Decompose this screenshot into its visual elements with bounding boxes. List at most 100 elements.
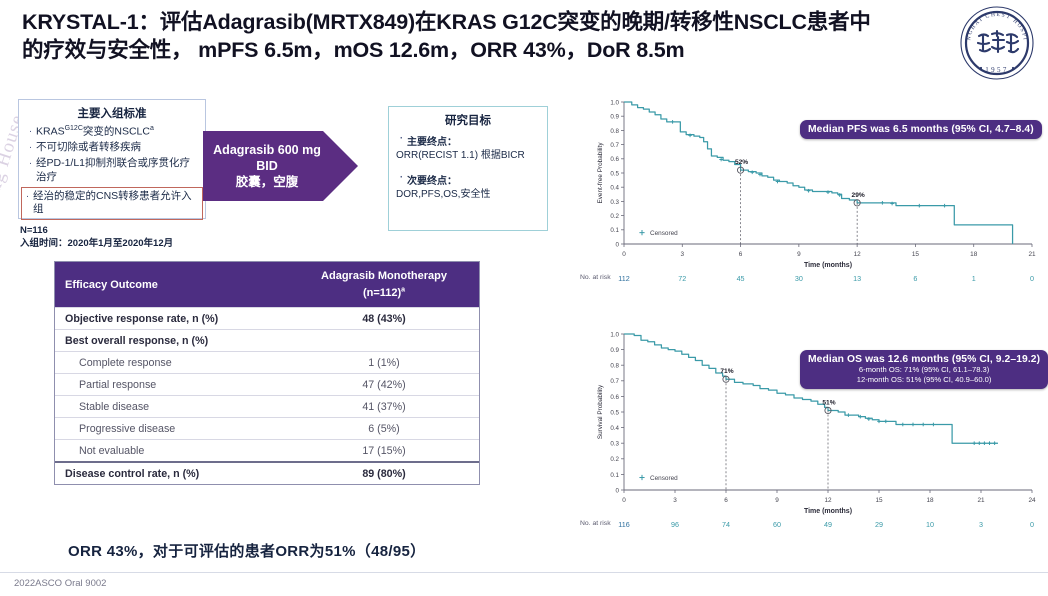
- table-cell-label: Not evaluable: [55, 439, 289, 462]
- table-cell-label: Complete response: [55, 351, 289, 374]
- y-tick-label: 0.1: [610, 472, 619, 479]
- x-tick-label: 21: [977, 497, 985, 504]
- censor-mark: [917, 203, 922, 208]
- efficacy-table: Efficacy Outcome Adagrasib Monotherapy (…: [54, 261, 480, 485]
- primary-endpoint-row: · 主要终点：: [396, 133, 540, 148]
- table-row: Disease control rate, n (%) 89 (80%): [55, 461, 479, 484]
- legend-label: Censored: [650, 475, 678, 482]
- x-tick-label: 21: [1028, 251, 1036, 258]
- x-tick-label: 6: [724, 497, 728, 504]
- table-cell-label: Disease control rate, n (%): [55, 461, 289, 484]
- table-header-monotherapy: Adagrasib Monotherapy (n=112)a: [289, 262, 479, 308]
- objectives-heading: 研究目标: [445, 115, 491, 127]
- treatment-line-1: Adagrasib 600 mg BID: [213, 142, 321, 173]
- table-cell-value: 17 (15%): [289, 439, 479, 462]
- y-axis-label: Survival Probability: [597, 384, 604, 439]
- no-at-risk-value: 112: [618, 274, 630, 283]
- footer-divider: [0, 572, 1048, 573]
- y-tick-label: 0.6: [610, 394, 619, 401]
- criteria-item: · 不可切除或者转移疾病: [25, 141, 199, 154]
- y-tick-label: 0: [616, 487, 620, 494]
- censor-mark: [880, 201, 885, 205]
- y-tick-label: 0.9: [610, 114, 619, 121]
- bullet-icon: ·: [25, 189, 30, 202]
- x-tick-label: 24: [1028, 497, 1036, 504]
- y-tick-label: 0.3: [610, 441, 619, 448]
- no-at-risk-value: 74: [722, 520, 730, 529]
- table-row: Complete response 1 (1%): [55, 351, 479, 374]
- enrollment-period: 入组时间：2020年1月至2020年12月: [20, 238, 174, 250]
- criteria-sup: G12C: [64, 125, 83, 132]
- x-tick-label: 3: [681, 251, 685, 258]
- bullet-icon: ·: [28, 125, 33, 137]
- y-tick-label: 0.4: [610, 425, 619, 432]
- secondary-endpoint-label: 次要终点：: [407, 176, 457, 187]
- censor-mark: [858, 414, 863, 419]
- y-tick-label: 1.0: [610, 331, 619, 338]
- table-row: Stable disease 41 (37%): [55, 395, 479, 418]
- censor-mark: [750, 170, 755, 175]
- annotation-marker: [824, 406, 832, 414]
- page-title: KRYSTAL-1：评估Adagrasib(MRTX849)在KRAS G12C…: [22, 8, 952, 65]
- censor-mark: [911, 422, 915, 427]
- criteria-item-text: 不可切除或者转移疾病: [36, 141, 141, 154]
- callout-line: 6-month OS: 71% (95% CI, 61.1–78.3): [858, 365, 990, 374]
- survival-curve: [624, 101, 1014, 244]
- x-tick-label: 9: [797, 251, 801, 258]
- header-mono-sup: a: [401, 285, 406, 293]
- table-row: Best overall response, n (%): [55, 329, 479, 352]
- annotation-marker: [737, 166, 745, 174]
- censor-mark: [977, 441, 982, 445]
- no-at-risk-value: 29: [875, 520, 883, 529]
- y-tick-label: 0.8: [610, 363, 619, 370]
- criteria-sup-b: a: [149, 125, 154, 132]
- criteria-item: · 经PD-1/L1抑制剂联合或序贯化疗治疗: [25, 157, 199, 184]
- legend-censored-icon: [639, 230, 645, 236]
- os-kaplan-meier-chart: 0 0.1 0.2 0.3 0.4 0.5 0.6 0.7 0.8 0.9 1.0 0 3 6 9 12 15 1…: [578, 322, 1048, 554]
- censor-mark: [846, 413, 851, 417]
- censor-mark: [806, 188, 811, 193]
- no-at-risk-value: 30: [794, 274, 803, 283]
- pfs-chart-svg: 0 0.1 0.2 0.3 0.4 0.5 0.6 0.7 0.8 0.9 1.0 0 3 6 9 12 15 1…: [597, 99, 1036, 269]
- y-tick-label: 0.1: [610, 227, 619, 234]
- callout-line: Median OS was 12.6 months (95% CI, 9.2–1…: [808, 354, 1041, 365]
- censor-mark: [719, 157, 723, 162]
- table-row: Progressive disease 6 (5%): [55, 417, 479, 440]
- table-cell-value: 1 (1%): [289, 351, 479, 374]
- bullet-icon: ·: [28, 157, 33, 170]
- y-tick-label: 1.0: [610, 99, 619, 106]
- enrollment-info: N=116 入组时间：2020年1月至2020年12月: [20, 224, 173, 250]
- x-tick-label: 18: [926, 497, 934, 504]
- svg-text:SHANGHAI CHEST HOSPITAL: SHANGHAI CHEST HOSPITAL: [958, 4, 1028, 42]
- primary-endpoint-label: 主要终点：: [407, 137, 457, 148]
- censor-mark: [982, 441, 987, 445]
- no-at-risk-value: 3: [979, 520, 983, 529]
- y-tick-label: 0.3: [610, 199, 619, 206]
- censor-mark: [972, 441, 976, 445]
- survival-curve: [624, 333, 998, 444]
- criteria-item-text: 经PD-1/L1抑制剂联合或序贯化疗治疗: [36, 157, 191, 183]
- bullet-icon: ·: [399, 133, 404, 144]
- no-at-risk-value: 60: [773, 520, 781, 529]
- no-at-risk-label: No. at risk: [580, 520, 611, 527]
- no-at-risk-value: 0: [1030, 274, 1034, 283]
- svg-text:1957: 1957: [985, 66, 1009, 74]
- x-tick-label: 9: [775, 497, 779, 504]
- no-at-risk-value: 10: [926, 520, 934, 529]
- criteria-item-text: KRASG12C突变的NSCLCa: [36, 125, 199, 139]
- table-cell-label: Stable disease: [55, 395, 289, 418]
- table-cell-value: 89 (80%): [289, 461, 479, 484]
- censor-mark: [877, 419, 881, 424]
- censor-mark: [758, 172, 762, 177]
- table-cell-value: 6 (5%): [289, 417, 479, 440]
- censor-mark: [688, 133, 692, 138]
- table-cell-label: Best overall response, n (%): [55, 329, 289, 352]
- annotation-label: 52%: [735, 159, 748, 166]
- y-tick-label: 0.5: [610, 409, 619, 416]
- annotation-marker: [722, 375, 730, 383]
- censor-mark: [992, 441, 997, 445]
- legend-censored-icon: [639, 474, 645, 481]
- criteria-list: · KRASG12C突变的NSCLCa · 不可切除或者转移疾病 · 经PD-1…: [21, 125, 203, 220]
- table-row: Not evaluable 17 (15%): [55, 439, 479, 462]
- primary-endpoint-value: ORR(RECIST 1.1) 根据BICR: [396, 150, 525, 161]
